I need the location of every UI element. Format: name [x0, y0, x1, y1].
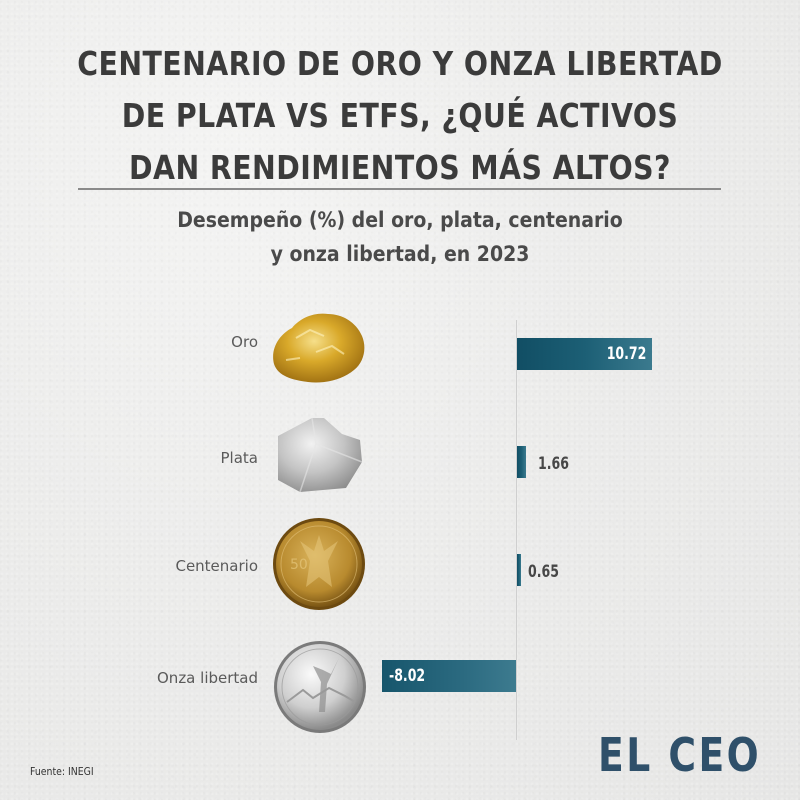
category-label-oro: Oro: [231, 333, 258, 351]
value-label-onza-libertad: -8.02: [389, 666, 426, 686]
bar-centenario: [517, 554, 521, 586]
silver-coin-icon: [274, 641, 366, 733]
value-label-centenario: 0.65: [528, 562, 559, 582]
category-label-onza-libertad: Onza libertad: [157, 669, 258, 687]
gold-nugget-icon: [273, 313, 365, 383]
value-label-plata: 1.66: [538, 454, 569, 474]
bar-oro: [517, 338, 652, 370]
zero-axis-line: [516, 320, 517, 740]
gold-coin-icon: 50: [273, 518, 365, 610]
title-line-1: CENTENARIO DE ORO Y ONZA LIBERTAD: [77, 44, 723, 83]
category-label-plata: Plata: [220, 449, 258, 467]
bar-plata: [517, 446, 526, 478]
silver-nugget-icon: [278, 417, 363, 493]
bar-onza-libertad: [382, 660, 516, 692]
subtitle-line-1: Desempeño (%) del oro, plata, centenario: [177, 208, 623, 232]
value-label-oro: 10.72: [606, 344, 647, 364]
title-line-2: DE PLATA VS ETFS, ¿QUÉ ACTIVOS: [121, 96, 679, 135]
svg-text:50: 50: [290, 557, 308, 573]
title-divider: [78, 188, 721, 190]
subtitle-line-2: y onza libertad, en 2023: [270, 242, 530, 266]
brand-logo: EL CEO: [598, 728, 762, 782]
title-line-3: DAN RENDIMIENTOS MÁS ALTOS?: [129, 148, 671, 187]
page-title: CENTENARIO DE ORO Y ONZA LIBERTAD DE PLA…: [56, 38, 744, 194]
category-label-centenario: Centenario: [175, 557, 258, 575]
chart-subtitle: Desempeño (%) del oro, plata, centenario…: [40, 203, 760, 271]
source-note: Fuente: INEGI: [30, 765, 94, 778]
